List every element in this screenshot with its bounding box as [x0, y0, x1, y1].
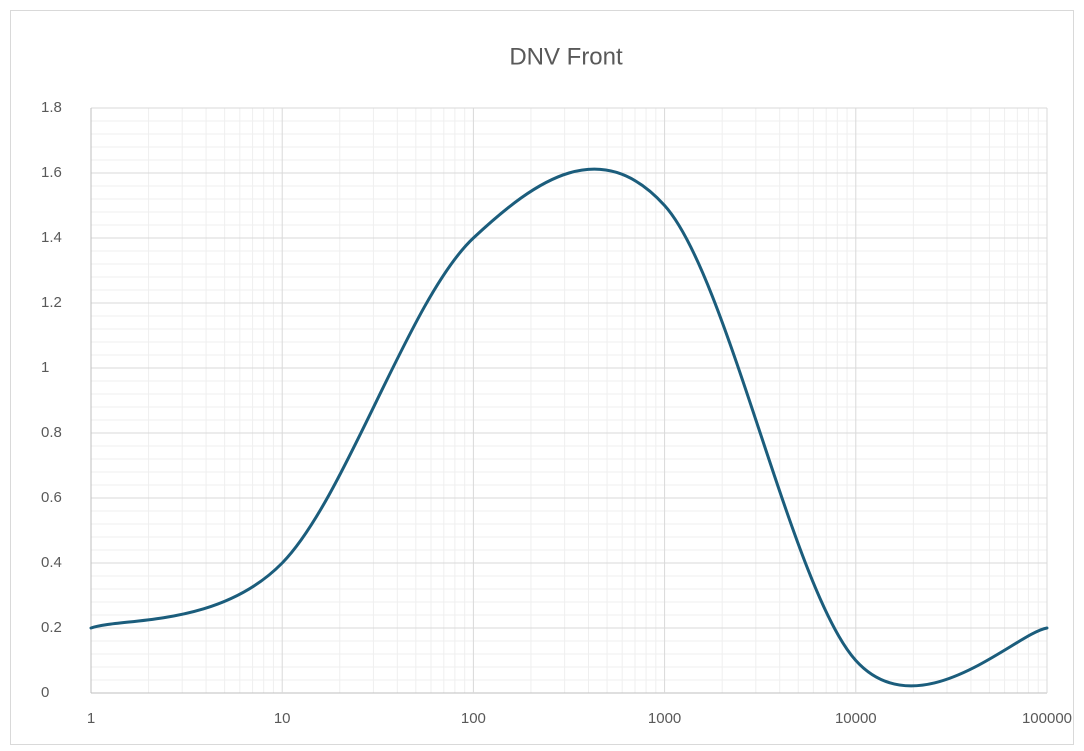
- y-tick-label: 1.4: [41, 229, 62, 246]
- chart-frame: [10, 10, 1074, 745]
- x-tick-label: 10000: [835, 710, 877, 727]
- x-tick-label: 100000: [1022, 710, 1072, 727]
- y-tick-label: 1.6: [41, 164, 62, 181]
- grid: [90, 107, 1048, 694]
- line-series: [89, 167, 1049, 688]
- y-tick-label: 0.2: [41, 619, 62, 636]
- x-tick-label: 100: [461, 710, 486, 727]
- x-tick-label: 1000: [648, 710, 681, 727]
- y-tick-label: 1: [41, 359, 49, 376]
- chart-title: DNV Front: [509, 43, 623, 70]
- y-tick-label: 1.8: [41, 99, 62, 116]
- x-tick-label: 1: [87, 710, 95, 727]
- y-tick-label: 0.4: [41, 554, 62, 571]
- y-tick-label: 0.8: [41, 424, 62, 441]
- y-tick-label: 0: [41, 684, 49, 701]
- y-tick-label: 0.6: [41, 489, 62, 506]
- x-tick-label: 10: [274, 710, 291, 727]
- y-tick-label: 1.2: [41, 294, 62, 311]
